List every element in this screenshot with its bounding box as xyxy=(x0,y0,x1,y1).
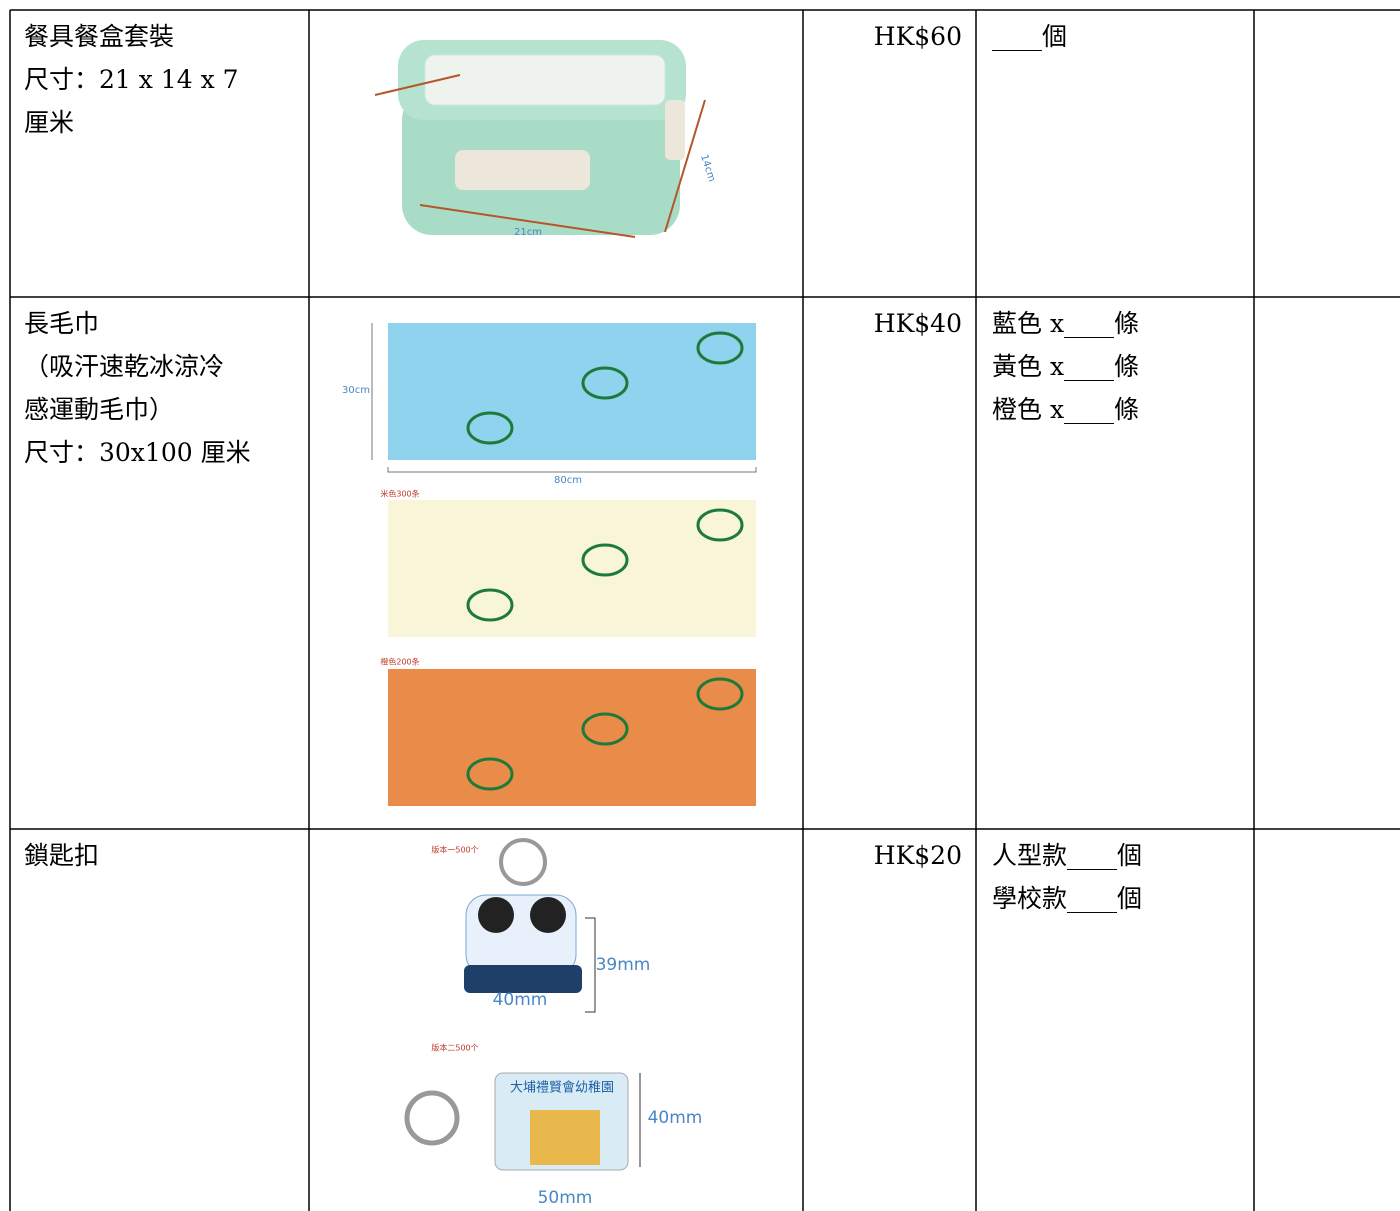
image-label: 14cm xyxy=(698,153,717,183)
butterfly xyxy=(696,508,744,542)
image-label: 版本一500个 xyxy=(431,845,478,855)
quantity-cell: ____個 xyxy=(992,15,1252,58)
butterfly xyxy=(696,677,744,711)
item-text: 尺寸：21 x 14 x 7 xyxy=(24,65,239,94)
table-grid xyxy=(9,9,1400,1211)
lunchbox-image xyxy=(374,40,706,238)
keychain-image xyxy=(404,838,641,1171)
item-cell: 餐具餐盒套裝尺寸：21 x 14 x 7 厘米 xyxy=(24,15,304,144)
image-label: 50mm xyxy=(538,1188,593,1208)
item-cell: 鎖匙扣 xyxy=(24,834,304,877)
item-text: 厘米 xyxy=(24,108,75,137)
image-label: 40mm xyxy=(648,1108,703,1128)
item-text: （吸汗速乾冰涼冷 xyxy=(24,352,225,381)
image-label: 40mm xyxy=(493,990,548,1010)
quantity-cell: 藍色 x____條 黃色 x____條 橙色 x____條 xyxy=(992,302,1252,431)
butterfly xyxy=(466,757,514,791)
quantity-text: 藍色 x____條 xyxy=(992,309,1140,338)
price-cell: HK$20 xyxy=(873,841,962,870)
butterfly xyxy=(581,543,629,577)
butterfly xyxy=(466,588,514,622)
image-label: 橙色200条 xyxy=(380,657,419,667)
quantity-cell: 人型款____個 學校款____個 xyxy=(992,834,1252,920)
image-label: 39mm xyxy=(596,955,651,975)
butterfly xyxy=(466,411,514,445)
image-label: 30cm xyxy=(342,385,370,396)
quantity-text: 黃色 x____條 xyxy=(992,352,1140,381)
butterfly xyxy=(696,331,744,365)
towel-image xyxy=(371,323,757,806)
quantity-text: ____個 xyxy=(992,22,1068,51)
item-text: 長毛巾 xyxy=(24,309,100,338)
item-cell: 長毛巾 （吸汗速乾冰涼冷 感運動毛巾） 尺寸：30x100 厘米 xyxy=(24,302,304,474)
item-text: 尺寸：30x100 厘米 xyxy=(24,438,251,467)
price-cell: HK$60 xyxy=(873,22,962,51)
image-label: 米色300条 xyxy=(380,489,419,499)
image-label: 80cm xyxy=(554,475,582,486)
quantity-text: 橙色 x____條 xyxy=(992,395,1140,424)
item-text: 感運動毛巾） xyxy=(24,395,175,424)
image-label: 版本二500个 xyxy=(431,1043,478,1053)
quantity-text: 學校款____個 xyxy=(992,884,1143,913)
image-label: 大埔禮賢會幼稚園 xyxy=(510,1081,614,1096)
price-cell: HK$40 xyxy=(873,309,962,338)
item-text: 鎖匙扣 xyxy=(24,841,100,870)
butterfly xyxy=(581,712,629,746)
image-label: 21cm xyxy=(514,227,542,238)
item-text: 餐具餐盒套裝 xyxy=(24,22,175,51)
butterfly xyxy=(581,366,629,400)
quantity-text: 人型款____個 xyxy=(992,841,1143,870)
